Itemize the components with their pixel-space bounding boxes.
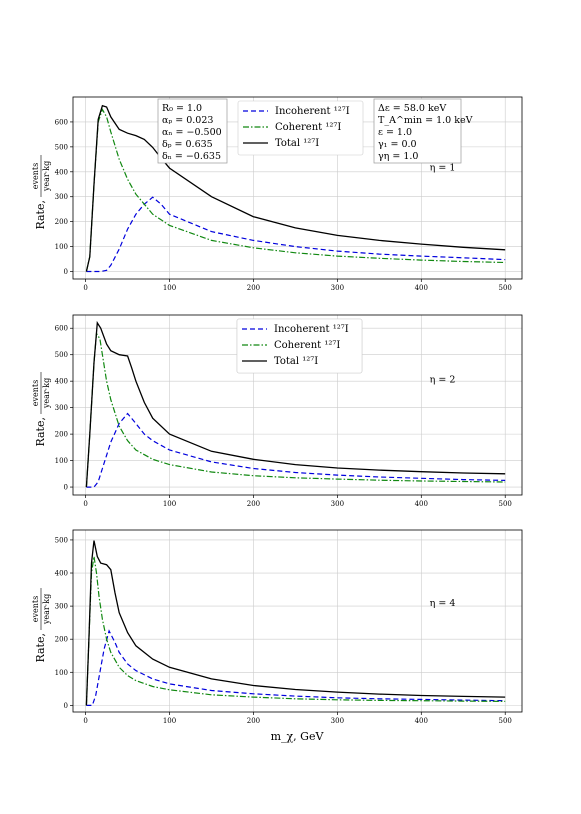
eta-label: η = 4 bbox=[430, 598, 456, 609]
param-left-line: δₙ = −0.635 bbox=[162, 151, 221, 162]
plot-frame bbox=[72, 314, 523, 496]
x-tick-label: 400 bbox=[415, 284, 428, 292]
x-tick-label: 0 bbox=[83, 500, 87, 508]
y-tick-label: 400 bbox=[55, 168, 68, 176]
x-tick-label: 300 bbox=[331, 717, 344, 725]
legend-label-total: Total ¹²⁷I bbox=[274, 356, 318, 367]
y-axis-label: Rate, events year·kg bbox=[31, 372, 51, 447]
x-tick-label: 200 bbox=[247, 500, 260, 508]
legend-box bbox=[236, 318, 363, 374]
y-tick-label: 100 bbox=[55, 457, 68, 465]
y-tick-label: 200 bbox=[55, 636, 68, 644]
x-axis-label: m_χ, GeV bbox=[271, 730, 325, 743]
series-line-incoherent bbox=[86, 196, 506, 273]
y-axis-label-numerator: events bbox=[31, 380, 40, 406]
y-tick-label: 300 bbox=[55, 603, 68, 611]
series-line-coherent bbox=[85, 331, 506, 488]
eta-label: η = 1 bbox=[430, 163, 456, 174]
y-axis-label: Rate, events year·kg bbox=[31, 155, 51, 230]
y-axis-label-numerator: events bbox=[31, 163, 40, 189]
y-axis-label-prefix: Rate, bbox=[34, 633, 47, 663]
y-tick-label: 0 bbox=[64, 268, 68, 276]
y-tick-label: 500 bbox=[55, 143, 68, 151]
y-tick-label: 300 bbox=[55, 193, 68, 201]
y-axis-label-denominator: year·kg bbox=[42, 161, 51, 192]
y-axis-label-numerator: events bbox=[31, 596, 40, 622]
y-tick-label: 0 bbox=[64, 702, 68, 710]
legend-label-coherent: Coherent ¹²⁷I bbox=[275, 122, 341, 133]
y-axis-label-prefix: Rate, bbox=[34, 417, 47, 447]
y-axis-label-denominator: year·kg bbox=[42, 594, 51, 625]
param-left-line: αₚ = 0.023 bbox=[162, 115, 213, 126]
params-left-frame bbox=[157, 98, 228, 164]
x-tick-label: 500 bbox=[499, 717, 512, 725]
legend-label-incoherent: Incoherent ¹²⁷I bbox=[275, 106, 350, 117]
y-tick-label: 200 bbox=[55, 431, 68, 439]
param-left-line: αₙ = −0.500 bbox=[162, 127, 222, 138]
param-right-line: Δε = 58.0 keV bbox=[378, 103, 446, 114]
x-tick-label: 100 bbox=[163, 500, 176, 508]
y-tick-label: 400 bbox=[55, 570, 68, 578]
x-tick-label: 100 bbox=[163, 284, 176, 292]
series-line-incoherent bbox=[86, 629, 506, 707]
series-line-total bbox=[85, 540, 506, 706]
y-tick-label: 100 bbox=[55, 243, 68, 251]
legend-box bbox=[237, 100, 364, 156]
x-tick-label: 0 bbox=[83, 717, 87, 725]
x-tick-label: 0 bbox=[83, 284, 87, 292]
legend-label-coherent: Coherent ¹²⁷I bbox=[274, 340, 340, 351]
y-tick-label: 500 bbox=[55, 351, 68, 359]
x-tick-label: 500 bbox=[499, 500, 512, 508]
x-tick-label: 500 bbox=[499, 284, 512, 292]
plot-frame bbox=[72, 529, 523, 713]
legend-label-incoherent: Incoherent ¹²⁷I bbox=[274, 324, 349, 335]
legend: Incoherent ¹²⁷I Coherent ¹²⁷I Total ¹²⁷I bbox=[237, 100, 364, 156]
series-line-total bbox=[85, 104, 506, 272]
param-right-line: γη = 1.0 bbox=[378, 151, 418, 162]
x-tick-label: 400 bbox=[415, 500, 428, 508]
y-tick-label: 200 bbox=[55, 218, 68, 226]
y-tick-label: 300 bbox=[55, 404, 68, 412]
x-tick-label: 300 bbox=[331, 284, 344, 292]
y-tick-label: 500 bbox=[55, 536, 68, 544]
x-tick-label: 100 bbox=[163, 717, 176, 725]
param-right-line: T_A^min = 1.0 keV bbox=[378, 115, 473, 126]
x-tick-label: 400 bbox=[415, 717, 428, 725]
y-axis-label-denominator: year·kg bbox=[42, 378, 51, 409]
legend-label-total: Total ¹²⁷I bbox=[275, 138, 319, 149]
series-line-total bbox=[85, 320, 506, 488]
param-left-line: δₚ = 0.635 bbox=[162, 139, 213, 150]
plot-frame bbox=[72, 96, 523, 280]
panel-3: 0 100 200 300 400 500 0 100 200 300 400 500 Rate, eve… bbox=[31, 318, 523, 725]
series-line-coherent bbox=[85, 556, 506, 706]
y-axis-label: Rate, events year·kg bbox=[31, 588, 51, 663]
panel-1: 0 100 200 300 400 500 0 100 200 300 400 500 600 Rate,… bbox=[31, 96, 523, 292]
series-line-incoherent bbox=[86, 412, 506, 488]
param-right-line: ε = 1.0 bbox=[378, 127, 412, 138]
y-tick-label: 100 bbox=[55, 669, 68, 677]
y-tick-label: 400 bbox=[55, 378, 68, 386]
legend: Incoherent ¹²⁷I Coherent ¹²⁷I Total ¹²⁷I bbox=[236, 318, 363, 374]
series-line-coherent bbox=[85, 108, 506, 272]
y-tick-label: 0 bbox=[64, 484, 68, 492]
y-tick-label: 600 bbox=[55, 118, 68, 126]
x-tick-label: 200 bbox=[247, 717, 260, 725]
param-left-line: R₀ = 1.0 bbox=[162, 103, 202, 114]
x-tick-label: 200 bbox=[247, 284, 260, 292]
param-right-line: γ₁ = 0.0 bbox=[378, 139, 417, 150]
y-axis-label-prefix: Rate, bbox=[34, 200, 47, 230]
params-right-frame bbox=[373, 98, 462, 164]
eta-label: η = 2 bbox=[430, 375, 456, 386]
x-tick-label: 300 bbox=[331, 500, 344, 508]
y-tick-label: 600 bbox=[55, 325, 68, 333]
